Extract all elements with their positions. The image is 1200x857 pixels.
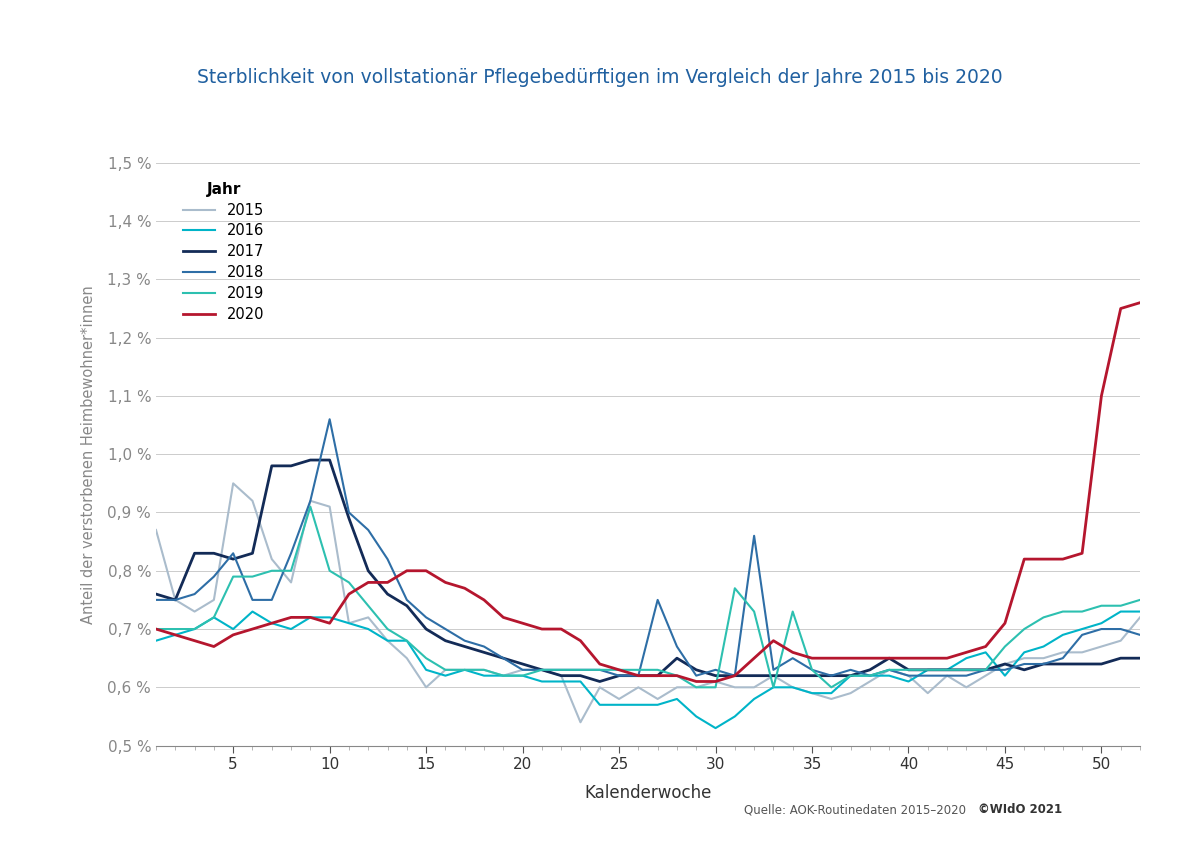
2015 <box>515 665 529 675</box>
2019 <box>689 682 703 692</box>
2018 <box>323 414 337 424</box>
2015 <box>786 682 800 692</box>
Text: Quelle: AOK-Routinedaten 2015–2020: Quelle: AOK-Routinedaten 2015–2020 <box>744 803 973 817</box>
2015 <box>226 478 240 488</box>
2015 <box>574 717 588 728</box>
2016 <box>245 607 259 617</box>
2018 <box>515 665 529 675</box>
2018 <box>226 548 240 559</box>
2017 <box>1133 653 1147 663</box>
2020 <box>689 676 703 686</box>
2017 <box>149 589 163 599</box>
2018 <box>708 665 722 675</box>
2018 <box>786 653 800 663</box>
2016 <box>786 682 800 692</box>
2017 <box>515 659 529 669</box>
Y-axis label: Anteil der verstorbenen Heimbewohner*innen: Anteil der verstorbenen Heimbewohner*inn… <box>82 285 96 624</box>
2016 <box>824 688 839 698</box>
2019 <box>515 670 529 680</box>
2018 <box>612 670 626 680</box>
2016 <box>149 636 163 646</box>
2020 <box>226 630 240 640</box>
Line: 2020: 2020 <box>156 303 1140 681</box>
2018 <box>1133 630 1147 640</box>
Text: ©WIdO 2021: ©WIdO 2021 <box>978 803 1062 817</box>
2020 <box>496 612 510 622</box>
2019 <box>786 607 800 617</box>
2017 <box>824 670 839 680</box>
2018 <box>650 595 665 605</box>
2015 <box>1133 612 1147 622</box>
2016 <box>1133 607 1147 617</box>
2016 <box>515 670 529 680</box>
2016 <box>226 624 240 634</box>
2015 <box>245 495 259 506</box>
2016 <box>631 699 646 710</box>
2019 <box>824 682 839 692</box>
2020 <box>1075 548 1090 559</box>
2016 <box>689 711 703 722</box>
Line: 2017: 2017 <box>156 460 1140 681</box>
X-axis label: Kalenderwoche: Kalenderwoche <box>584 783 712 801</box>
2019 <box>708 682 722 692</box>
2020 <box>1133 297 1147 308</box>
2018 <box>824 670 839 680</box>
2019 <box>226 572 240 582</box>
2019 <box>1133 595 1147 605</box>
2017 <box>786 670 800 680</box>
2017 <box>708 670 722 680</box>
2019 <box>631 665 646 675</box>
Line: 2015: 2015 <box>156 483 1140 722</box>
2015 <box>650 694 665 704</box>
2020 <box>149 624 163 634</box>
Line: 2016: 2016 <box>156 612 1140 728</box>
2020 <box>805 653 820 663</box>
2018 <box>149 595 163 605</box>
Legend: 2015, 2016, 2017, 2018, 2019, 2020: 2015, 2016, 2017, 2018, 2019, 2020 <box>182 182 264 321</box>
2017 <box>304 455 318 465</box>
2015 <box>708 676 722 686</box>
2017 <box>593 676 607 686</box>
Text: Sterblichkeit von vollstationär Pflegebedürftigen im Vergleich der Jahre 2015 bi: Sterblichkeit von vollstationär Pflegebe… <box>197 68 1003 87</box>
2019 <box>304 501 318 512</box>
2020 <box>612 665 626 675</box>
Line: 2019: 2019 <box>156 506 1140 687</box>
2017 <box>226 554 240 564</box>
2020 <box>767 636 781 646</box>
2016 <box>708 723 722 734</box>
2015 <box>824 694 839 704</box>
2015 <box>149 524 163 535</box>
2019 <box>149 624 163 634</box>
Line: 2018: 2018 <box>156 419 1140 675</box>
2017 <box>650 670 665 680</box>
